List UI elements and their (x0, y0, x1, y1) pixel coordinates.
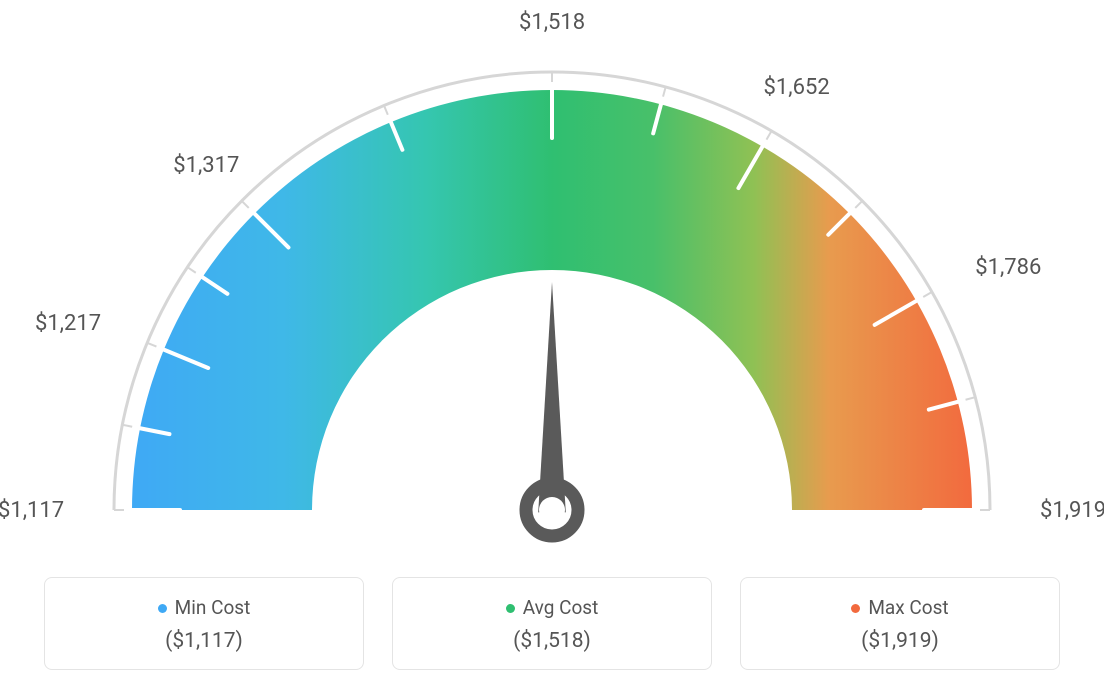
max-cost-dot (851, 604, 860, 613)
gauge-tick-label: $1,317 (173, 153, 239, 178)
cost-cards-row: Min Cost ($1,117) Avg Cost ($1,518) Max … (0, 577, 1104, 670)
min-cost-title: Min Cost (55, 596, 353, 619)
gauge-tick-label: $1,786 (975, 255, 1041, 280)
avg-cost-value: ($1,518) (403, 629, 701, 653)
max-cost-title: Max Cost (751, 596, 1049, 619)
gauge-tick-label: $1,117 (0, 498, 64, 523)
gauge-container: $1,117 $1,217 $1,317 $1,518 $1,652 $1,786 $1,9… (0, 0, 1104, 560)
gauge-tick-label: $1,652 (764, 75, 830, 100)
avg-cost-dot (506, 604, 515, 613)
avg-cost-title-text: Avg Cost (523, 596, 599, 619)
min-cost-value: ($1,117) (55, 629, 353, 653)
avg-cost-title: Avg Cost (403, 596, 701, 619)
max-cost-value: ($1,919) (751, 629, 1049, 653)
gauge-tick-label: $1,518 (519, 10, 585, 35)
min-cost-dot (158, 604, 167, 613)
min-cost-card: Min Cost ($1,117) (44, 577, 364, 670)
gauge-svg (0, 0, 1104, 560)
max-cost-card: Max Cost ($1,919) (740, 577, 1060, 670)
gauge-tick-label: $1,919 (1040, 498, 1104, 523)
max-cost-title-text: Max Cost (868, 596, 948, 619)
gauge-tick-label: $1,217 (35, 311, 101, 336)
min-cost-title-text: Min Cost (175, 596, 251, 619)
avg-cost-card: Avg Cost ($1,518) (392, 577, 712, 670)
